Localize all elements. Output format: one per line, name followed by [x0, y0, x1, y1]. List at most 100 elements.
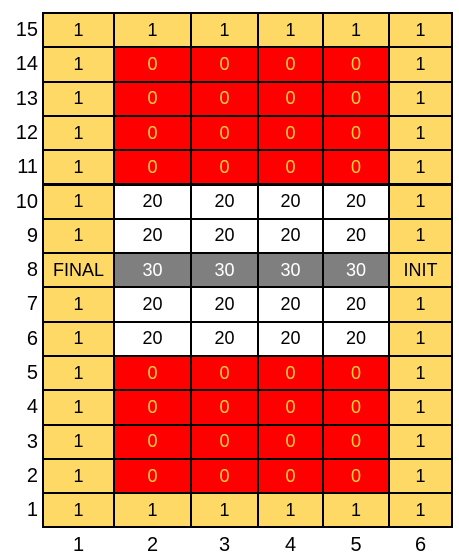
grid-cell: 1 [42, 46, 115, 83]
grid-cell: 0 [190, 423, 259, 460]
grid-cell: 0 [113, 46, 192, 83]
grid-cell: 0 [190, 149, 259, 186]
grid-cell: 1 [42, 149, 115, 186]
row-label: 10 [15, 190, 38, 213]
column-label: 2 [146, 534, 159, 556]
grid-cell: 0 [322, 457, 390, 495]
grid-cell: 0 [113, 80, 192, 117]
grid-cell: FINAL [42, 252, 115, 289]
column-label: 1 [72, 534, 85, 556]
grid-cell: 0 [190, 457, 259, 495]
grid-cell: 20 [113, 217, 192, 255]
grid-cell: 1 [388, 183, 453, 220]
grid-cell: 20 [190, 217, 259, 255]
grid-cell: 1 [257, 12, 324, 49]
grid-cell: 0 [190, 355, 259, 392]
grid-cell: 0 [322, 423, 390, 460]
row-label: 11 [17, 156, 38, 179]
grid-cell: 1 [388, 217, 453, 255]
grid-cell: 0 [113, 114, 192, 152]
grid-cell: 0 [322, 389, 390, 426]
grid-cell: 1 [42, 355, 115, 392]
grid-cell: 0 [322, 114, 390, 152]
grid-cell: 0 [113, 389, 192, 426]
grid-cell: 0 [257, 423, 324, 460]
row-label: 15 [15, 19, 38, 41]
grid-cell: 20 [322, 183, 390, 220]
grid-cell: 30 [257, 252, 324, 289]
grid-cell: 20 [322, 217, 390, 255]
grid-cell: 1 [388, 389, 453, 426]
grid-cell: 1 [113, 12, 192, 49]
grid-cell: 0 [190, 80, 259, 117]
grid-cell: 20 [113, 320, 192, 357]
row-label: 8 [26, 259, 38, 282]
grid-cell: 1 [388, 46, 453, 83]
grid-cell: 0 [322, 46, 390, 83]
row-label: 3 [26, 430, 38, 453]
row-label: 1 [26, 499, 38, 522]
row-label: 6 [26, 327, 38, 350]
grid-cell: 1 [388, 423, 453, 460]
grid-cell: 1 [388, 12, 453, 49]
grid-cell: 20 [257, 217, 324, 255]
grid-cell: 1 [257, 492, 324, 529]
grid-cell: 1 [42, 286, 115, 323]
grid-cell: 1 [388, 320, 453, 357]
grid-cell: 20 [113, 286, 192, 323]
grid-cell: 0 [113, 355, 192, 392]
row-label: 2 [26, 464, 38, 487]
grid-cell: 30 [322, 252, 390, 289]
grid-cell: 0 [322, 355, 390, 392]
row-label: 4 [26, 396, 38, 419]
grid-cell: 0 [257, 114, 324, 152]
column-label: 3 [218, 534, 231, 556]
grid-cell: 1 [42, 217, 115, 255]
column-label: 4 [284, 534, 297, 556]
grid-cell: 1 [42, 389, 115, 426]
grid-cell: 30 [190, 252, 259, 289]
grid-cell: 20 [257, 320, 324, 357]
grid-cell: 1 [42, 320, 115, 357]
grid-cell: INIT [388, 252, 453, 289]
row-label: 14 [15, 53, 38, 76]
grid-cell: 0 [113, 457, 192, 495]
row-label: 7 [26, 293, 38, 316]
grid-cell: 0 [257, 355, 324, 392]
grid-cell: 1 [190, 492, 259, 529]
grid-cell: 1 [42, 492, 115, 529]
grid-cell: 1 [113, 492, 192, 529]
grid-cell: 1 [42, 114, 115, 152]
grid-cell: 20 [322, 286, 390, 323]
row-label: 12 [15, 121, 38, 144]
grid-cell: 20 [322, 320, 390, 357]
row-label: 5 [26, 362, 38, 384]
grid-cell: 1 [42, 80, 115, 117]
grid-cell: 20 [257, 286, 324, 323]
grid-cell: 0 [113, 149, 192, 186]
grid-cell: 20 [190, 183, 259, 220]
grid-cell: 0 [257, 457, 324, 495]
grid-cell: 1 [388, 80, 453, 117]
grid-cell: 0 [190, 114, 259, 152]
grid-cell: 20 [190, 286, 259, 323]
grid-cell: 1 [322, 12, 390, 49]
grid-cell: 1 [42, 12, 115, 49]
grid-cell: 0 [257, 46, 324, 83]
grid-cell: 1 [388, 492, 453, 529]
grid-cell: 0 [322, 149, 390, 186]
grid-cell: 0 [322, 80, 390, 117]
grid-cell: 30 [113, 252, 192, 289]
column-label: 6 [414, 534, 427, 556]
column-label: 5 [350, 534, 362, 556]
grid-cell: 0 [190, 46, 259, 83]
grid-cell: 0 [113, 423, 192, 460]
grid-cell: 1 [190, 12, 259, 49]
row-label: 13 [15, 87, 38, 110]
grid-cell: 20 [113, 183, 192, 220]
grid-cell: 1 [388, 286, 453, 323]
grid-cell: 0 [257, 389, 324, 426]
grid-cell: 20 [190, 320, 259, 357]
grid-cell: 1 [42, 183, 115, 220]
grid-cell: 20 [257, 183, 324, 220]
